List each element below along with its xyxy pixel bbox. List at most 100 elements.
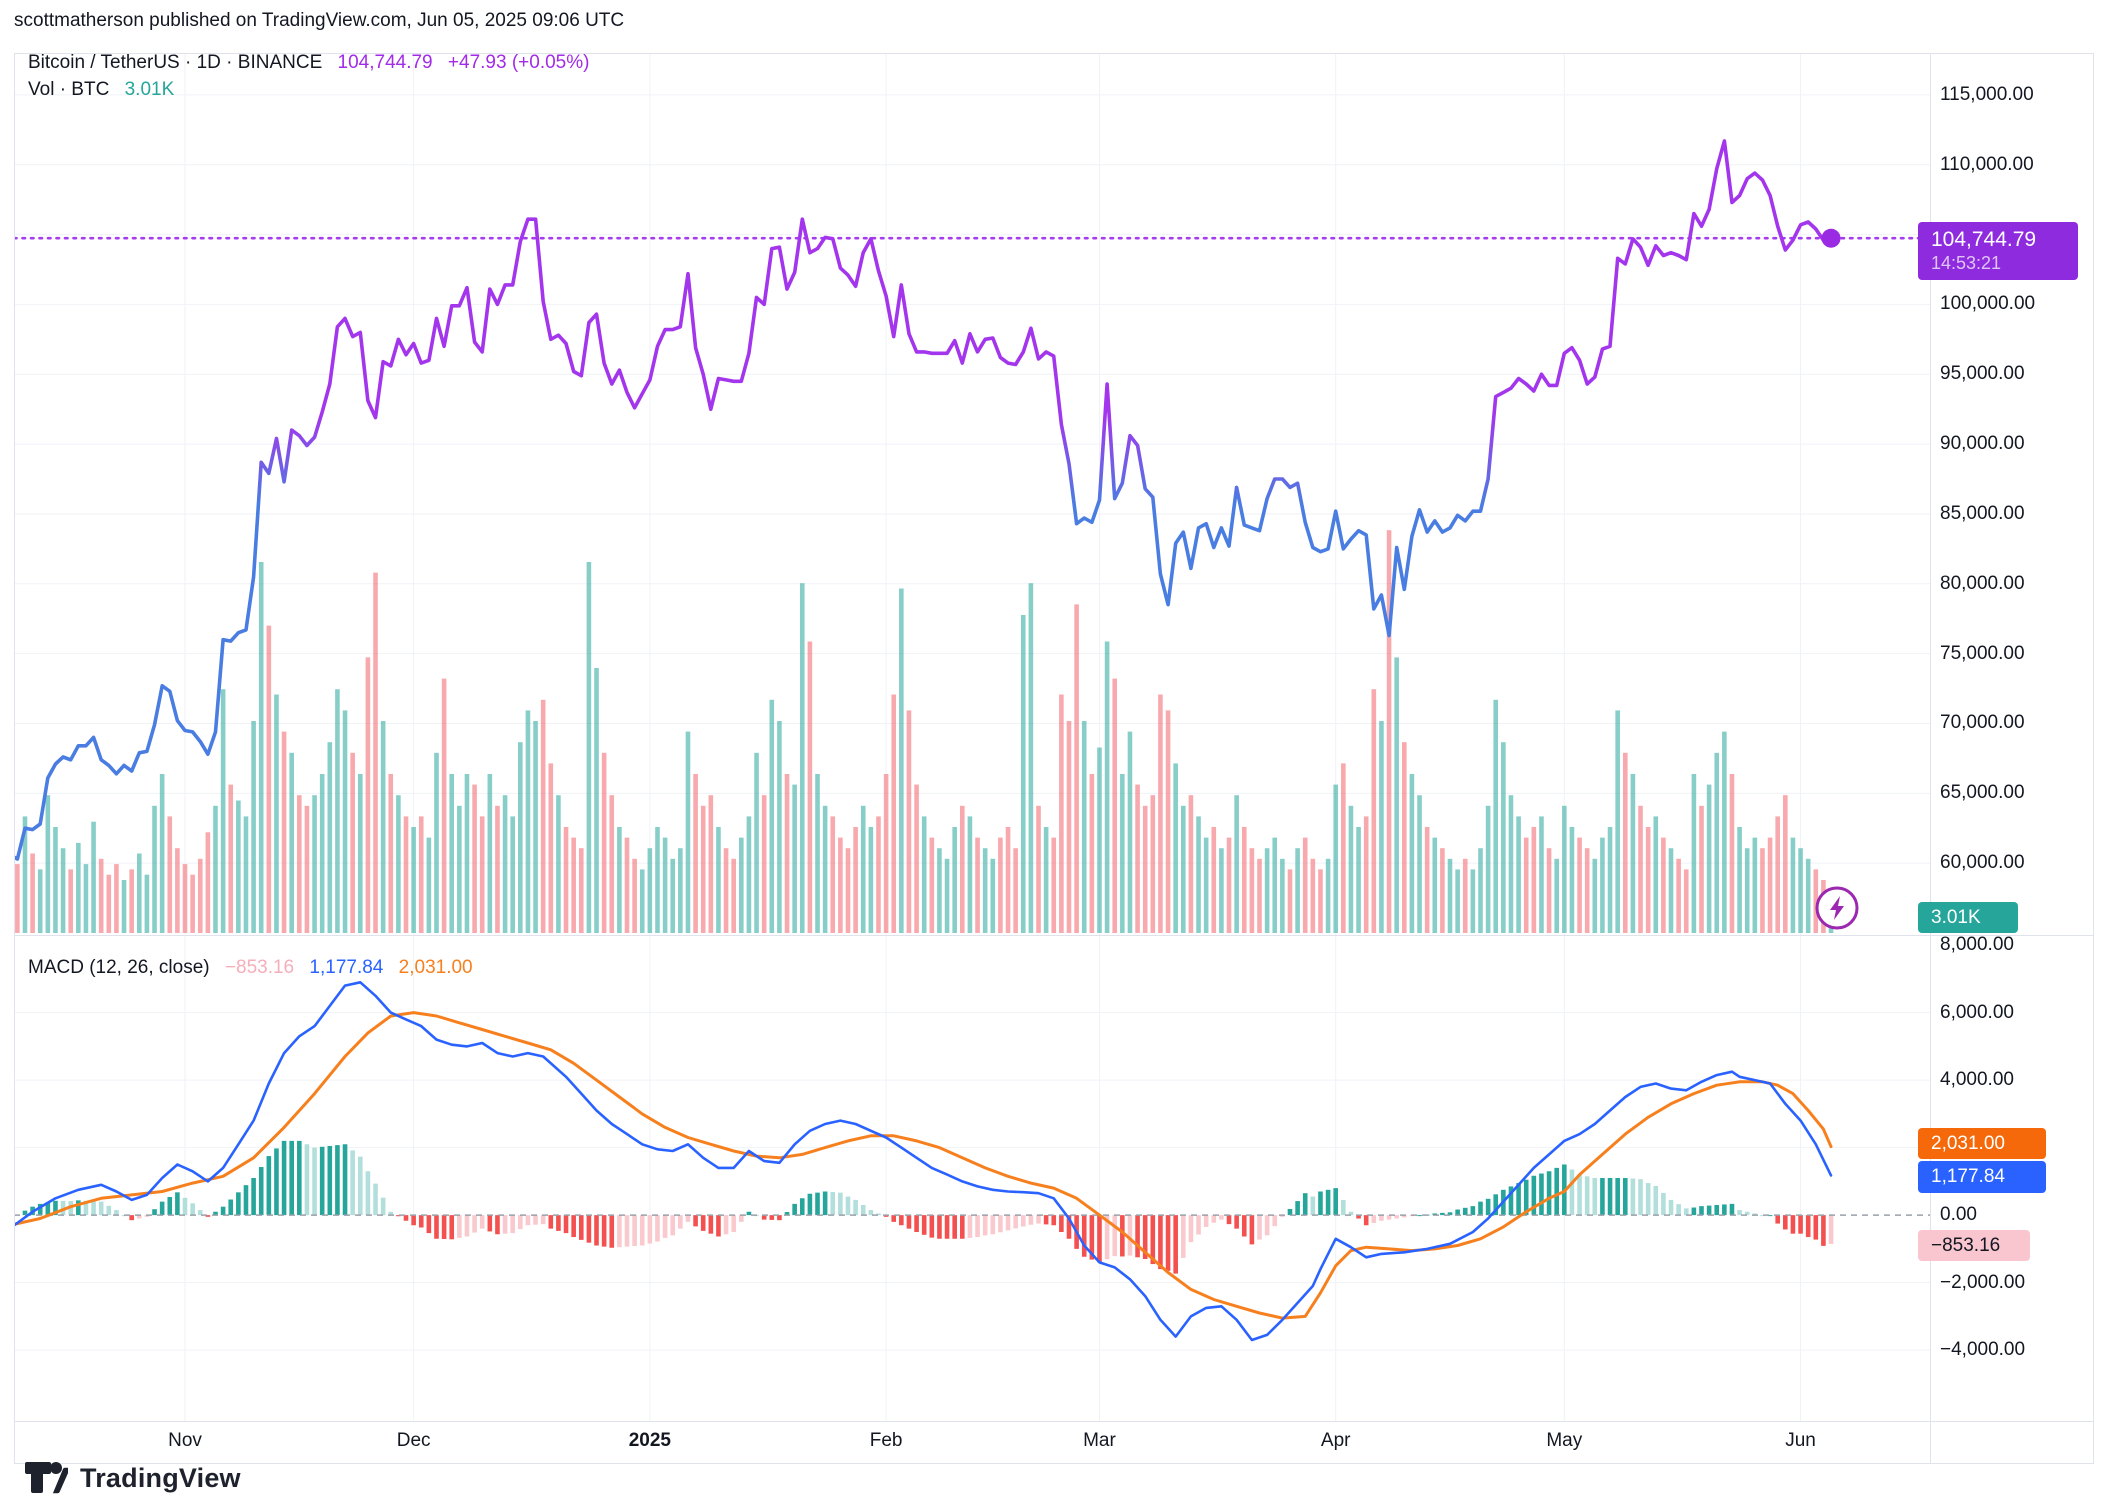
- macd-histogram-bar: [700, 1215, 706, 1231]
- macd-histogram-bar: [1516, 1183, 1521, 1216]
- macd-signal-badge: 2,031.00: [1918, 1128, 2046, 1159]
- volume-bar: [60, 848, 66, 933]
- volume-bar: [876, 816, 881, 933]
- macd-histogram-bar: [373, 1183, 378, 1216]
- volume-bar: [518, 742, 523, 933]
- volume-bar: [1302, 837, 1308, 933]
- macd-histogram-bar: [1264, 1215, 1270, 1236]
- time-axis-separator: [14, 1421, 2094, 1422]
- volume-bar: [1059, 694, 1064, 933]
- macd-histogram-bar: [1546, 1171, 1552, 1216]
- macd-histogram-bar: [1767, 1215, 1773, 1217]
- macd-histogram-bar: [1821, 1215, 1826, 1246]
- volume-bar: [1081, 721, 1087, 933]
- macd-histogram-bar: [929, 1215, 935, 1238]
- macd-histogram-bar: [274, 1148, 279, 1216]
- volume-bar: [45, 795, 51, 933]
- price-tick-label: 90,000.00: [1940, 433, 2025, 455]
- volume-bar: [197, 858, 203, 933]
- macd-histogram-bar: [83, 1200, 89, 1216]
- volume-bar: [37, 869, 43, 933]
- macd-histogram-bar: [1272, 1215, 1278, 1227]
- price-tick-label: 75,000.00: [1940, 642, 2025, 664]
- volume-bar: [594, 668, 599, 933]
- macd-histogram-bar: [1318, 1191, 1323, 1216]
- volume-bar: [1135, 784, 1140, 933]
- macd-histogram-bar: [1188, 1215, 1194, 1243]
- volume-bar: [1783, 795, 1788, 933]
- macd-histogram-bar: [98, 1201, 104, 1216]
- volume-bar: [1569, 827, 1575, 933]
- volume-bar: [609, 795, 615, 933]
- volume-bar: [342, 710, 348, 933]
- macd-line-badge: 1,177.84: [1918, 1161, 2046, 1193]
- volume-bar: [487, 774, 493, 933]
- macd-histogram-bar: [1211, 1215, 1217, 1223]
- macd-histogram-bar: [213, 1211, 218, 1216]
- price-tick-label: 80,000.00: [1940, 572, 2025, 594]
- macd-histogram-bar: [1706, 1205, 1712, 1216]
- volume-bar: [1630, 774, 1636, 933]
- price-tick-label: 95,000.00: [1940, 363, 2025, 385]
- macd-histogram-bar: [830, 1192, 836, 1216]
- macd-histogram-bar: [1325, 1189, 1331, 1216]
- macd-tick-label: 8,000.00: [1940, 934, 2014, 956]
- volume-bar: [1584, 848, 1590, 933]
- time-tick-label: Apr: [1320, 1430, 1351, 1451]
- macd-histogram-bar: [571, 1215, 576, 1238]
- volume-bar: [746, 816, 752, 933]
- macd-histogram-bar: [578, 1215, 584, 1240]
- macd-histogram-bar: [617, 1215, 622, 1248]
- volume-bar: [335, 689, 340, 933]
- volume-bar: [243, 816, 249, 933]
- volume-bar: [906, 710, 912, 933]
- volume-bar: [365, 657, 371, 933]
- volume-bar: [868, 827, 874, 933]
- axis-separator-vertical: [1930, 53, 1931, 1464]
- volume-bar: [1173, 763, 1178, 933]
- macd-histogram-bar: [670, 1215, 676, 1236]
- volume-bar: [1607, 827, 1613, 933]
- macd-histogram-bar: [1615, 1178, 1620, 1216]
- volume-bar: [1356, 827, 1361, 933]
- macd-histogram-bar: [1371, 1215, 1377, 1223]
- symbol-title: Bitcoin / TetherUS · 1D · BINANCE: [28, 52, 323, 73]
- volume-bar: [152, 805, 157, 933]
- volume-bar: [1417, 795, 1422, 933]
- volume-bar: [98, 858, 104, 933]
- macd-title: MACD (12, 26, close): [28, 957, 210, 978]
- macd-histogram-bar: [1013, 1215, 1018, 1229]
- volume-bar: [1683, 869, 1689, 933]
- macd-histogram-bar: [1051, 1215, 1057, 1226]
- volume-bar: [799, 583, 805, 933]
- macd-histogram-bar: [1341, 1199, 1346, 1216]
- macd-histogram-bar: [1028, 1215, 1034, 1225]
- macd-histogram-bar: [220, 1206, 226, 1216]
- macd-histogram-bar: [1226, 1215, 1232, 1225]
- volume-bar: [761, 795, 767, 933]
- macd-histogram-bar: [1828, 1215, 1834, 1244]
- volume-bar: [1074, 604, 1079, 933]
- volume-bar: [1005, 827, 1011, 933]
- volume-bar: [1280, 858, 1285, 933]
- volume-bar: [1478, 848, 1483, 933]
- volume-bar: [540, 699, 546, 933]
- volume-bar: [1203, 837, 1209, 933]
- volume-bar: [525, 710, 531, 933]
- macd-histogram-bar: [182, 1197, 188, 1216]
- volume-bar: [1455, 869, 1460, 933]
- volume-bar: [1493, 699, 1499, 933]
- time-tick-label: Mar: [1083, 1430, 1116, 1451]
- macd-histogram-bar: [1691, 1207, 1697, 1216]
- macd-histogram-bar: [129, 1215, 134, 1221]
- macd-histogram-bar: [1440, 1212, 1445, 1216]
- volume-bar: [441, 678, 447, 933]
- volume-bar: [1539, 816, 1544, 933]
- volume-bar: [1020, 615, 1026, 933]
- macd-histogram-bar: [777, 1215, 782, 1221]
- lightning-button[interactable]: [1813, 884, 1861, 932]
- volume-bar: [563, 827, 569, 933]
- volume-bar: [1226, 837, 1232, 933]
- macd-histogram-bar: [716, 1215, 721, 1237]
- macd-histogram-bar: [350, 1150, 355, 1216]
